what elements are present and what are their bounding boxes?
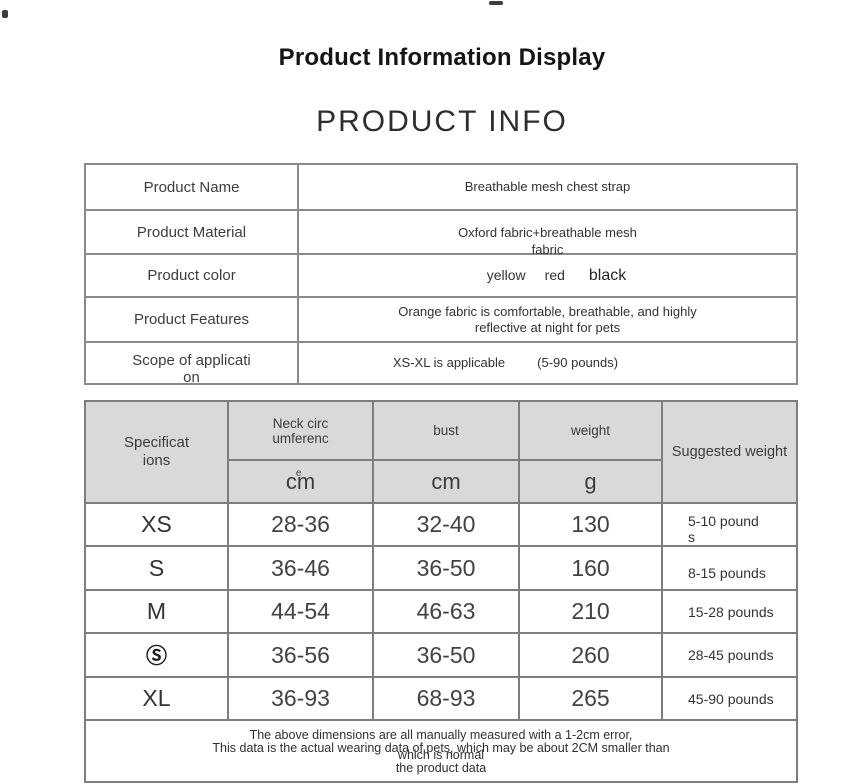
scope-value-text: XS-XL is applicable <box>392 355 506 370</box>
color-option-yellow: yellow <box>486 267 526 283</box>
size-row-m: M 44-54 46-63 210 15-28 pounds <box>86 589 796 632</box>
info-row-product-features: Product Features Orange fabric is comfor… <box>86 296 796 341</box>
info-label: Product Name <box>86 165 299 209</box>
color-option-black: black <box>588 267 627 284</box>
neck-unit: cm e <box>285 467 316 495</box>
info-value: Breathable mesh chest strap <box>464 179 631 194</box>
info-row-product-material: Product Material Oxford fabric+breathabl… <box>86 209 796 257</box>
specifications-line-1: Specificat <box>123 434 190 451</box>
neck-name-line-2: umferenc <box>272 430 329 446</box>
neck-cell: 28-36 <box>229 504 374 545</box>
suggested-weight-cell: 28-45 pounds <box>688 647 774 663</box>
size-spec-table: Specificat ions Neck circ umferenc cm e b… <box>84 400 798 783</box>
specifications-line-2: ions <box>142 452 171 469</box>
scope-label-line-1: Scope of applicati <box>132 352 251 369</box>
weight-cell: 130 <box>520 504 663 545</box>
header-weight: weight g <box>520 402 663 502</box>
neck-cell: 36-93 <box>229 678 374 719</box>
size-cell: M <box>86 591 229 632</box>
neck-cell: 36-56 <box>229 634 374 676</box>
info-label: Product Material <box>86 211 299 253</box>
info-value: Orange fabric is comfortable, breathable… <box>299 298 796 341</box>
suggested-weight-cell: 8-15 pounds <box>663 547 796 589</box>
image-artifact-speck <box>2 10 8 18</box>
page-subtitle: PRODUCT INFO <box>316 105 568 138</box>
color-option-red: red <box>544 267 565 283</box>
size-cell: XS <box>86 504 229 545</box>
weight-name: weight <box>570 423 611 438</box>
info-row-product-name: Product Name Breathable mesh chest strap <box>86 165 796 209</box>
bust-cell: 68-93 <box>374 678 520 719</box>
info-row-product-color: Product color yellow red black <box>86 253 796 296</box>
size-row-xl: XL 36-93 68-93 265 45-90 pounds <box>86 676 796 719</box>
header-neck-circumference: Neck circ umferenc cm e <box>229 402 374 502</box>
info-value: XS-XL is applicable (5-90 pounds) <box>299 343 796 383</box>
info-label: Product Features <box>86 298 299 341</box>
bust-cell: 46-63 <box>374 591 520 632</box>
info-label: Product color <box>86 255 299 296</box>
scope-value-pounds: (5-90 pounds) <box>537 355 619 370</box>
material-line-1: Oxford fabric+breathable mesh <box>458 225 637 240</box>
info-value: Oxford fabric+breathable mesh fabric <box>299 211 796 257</box>
measurement-note: The above dimensions are all manually me… <box>86 719 796 781</box>
neck-cell: 36-46 <box>229 547 374 589</box>
suggested-weight-cell: 5-10 pound s <box>663 504 796 545</box>
material-line-2: fabric <box>531 242 564 257</box>
bust-cell: 36-50 <box>374 634 520 676</box>
info-label: Scope of applicati on <box>86 343 299 386</box>
product-info-table: Product Name Breathable mesh chest strap… <box>84 163 798 386</box>
weight-cell: 160 <box>520 547 663 589</box>
header-suggested-weight: Suggested weight <box>671 444 788 460</box>
weight-unit: g <box>584 468 597 494</box>
neck-unit-cm: cm <box>285 468 316 494</box>
note-line-1: The above dimensions are all manually me… <box>249 728 633 742</box>
size-cell: S <box>86 547 229 589</box>
neck-unit-stray-e: e <box>295 467 302 479</box>
features-line-2: reflective at night for pets <box>474 319 621 335</box>
neck-cell: 44-54 <box>229 591 374 632</box>
size-row-s: S 36-46 36-50 160 8-15 pounds <box>86 545 796 589</box>
bust-cell: 36-50 <box>374 547 520 589</box>
size-row-xs: XS 28-36 32-40 130 5-10 pound s <box>86 502 796 545</box>
suggested-line-2: s <box>688 529 695 545</box>
size-cell: XL <box>86 678 229 719</box>
bust-name: bust <box>433 423 459 438</box>
size-table-header: Specificat ions Neck circ umferenc cm e b… <box>86 402 796 502</box>
suggested-weight-cell: 15-28 pounds <box>688 603 774 620</box>
features-line-1: Orange fabric is comfortable, breathable… <box>398 303 697 319</box>
size-cell: Ⓢ <box>86 634 229 676</box>
scope-label-line-2: on <box>183 369 200 386</box>
info-value: yellow red black <box>299 255 796 296</box>
page-title: Product Information Display <box>278 44 606 71</box>
weight-cell: 260 <box>520 634 663 676</box>
header-bust: bust cm <box>374 402 520 502</box>
header-specifications: Specificat ions <box>86 402 229 502</box>
bust-unit: cm <box>431 468 461 494</box>
note-line-2: This data is the actual wearing data of … <box>212 741 670 755</box>
weight-cell: 210 <box>520 591 663 632</box>
neck-name-line-1: Neck circ <box>272 415 329 431</box>
suggested-weight-cell: 45-90 pounds <box>688 690 774 707</box>
info-row-scope: Scope of applicati on XS-XL is applicabl… <box>86 341 796 386</box>
suggested-line-1: 5-10 pound <box>688 513 759 529</box>
weight-cell: 265 <box>520 678 663 719</box>
note-line-4: the product data <box>395 761 487 775</box>
note-line-3: which is normal <box>397 748 485 762</box>
bust-cell: 32-40 <box>374 504 520 545</box>
suggested-text: 8-15 pounds <box>688 565 766 581</box>
size-row-l-garbled: Ⓢ 36-56 36-50 260 28-45 pounds <box>86 632 796 676</box>
image-artifact-speck <box>489 1 503 5</box>
